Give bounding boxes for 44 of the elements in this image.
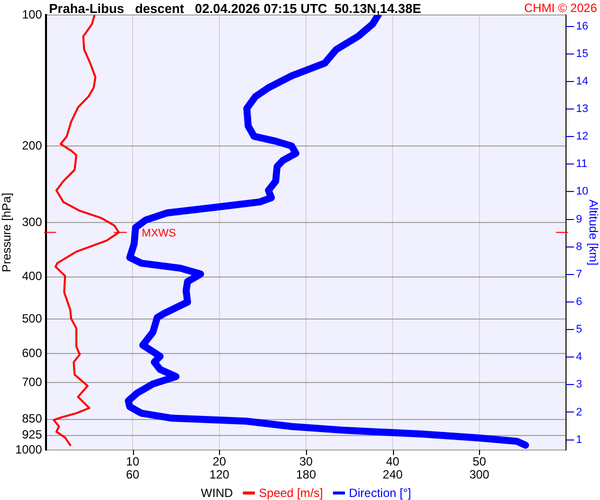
y2-tick-label: 16	[576, 20, 588, 32]
y2-tick-label: 2	[576, 406, 582, 418]
y2-tick-label: 14	[576, 75, 588, 88]
y2-tick-label: 9	[576, 213, 582, 226]
x2-tick-label: 300	[469, 467, 490, 482]
x-tick-label: 20	[212, 454, 226, 468]
y-axis-title: Pressure [hPa]	[0, 192, 14, 272]
y2-axis-title: Altitude [km]	[586, 199, 600, 266]
x2-tick-label: 120	[209, 467, 230, 482]
x-axis-title: WIND	[200, 486, 234, 500]
x2-tick-label: 180	[296, 467, 316, 482]
y-tick-label: 500	[22, 311, 42, 326]
y-tick-label: 600	[22, 346, 42, 360]
y2-tick-label: 3	[576, 378, 582, 391]
x2-tick-label: 60	[126, 467, 140, 482]
y2-tick-label: 1	[576, 434, 582, 446]
y-tick-label: 700	[22, 374, 42, 389]
y-tick-label: 400	[22, 269, 42, 284]
x-tick-label: 30	[299, 454, 313, 468]
x-tick-label: 40	[386, 454, 400, 468]
y2-tick-label: 11	[576, 158, 588, 170]
x2-tick-label: 240	[382, 467, 403, 482]
y2-tick-label: 4	[576, 351, 582, 364]
y2-tick-label: 10	[576, 186, 588, 198]
y2-tick-label: 15	[576, 48, 588, 60]
y-tick-label: 1000	[15, 442, 42, 456]
y-tick-label: 300	[22, 214, 42, 229]
chart-title: Praha-Libus descent 02.04.2026 07:15 UTC 50.13N,14.38E	[49, 1, 422, 16]
y-tick-label: 200	[22, 138, 42, 152]
x-tick-label: 50	[472, 454, 486, 468]
x-tick-label: 10	[126, 454, 140, 468]
legend-label: Direction [°]	[348, 486, 412, 500]
y-tick-label: 850	[22, 412, 42, 426]
y-tick-label: 100	[22, 7, 42, 22]
y2-tick-label: 5	[576, 324, 582, 336]
legend-label: Speed [m/s]	[258, 486, 323, 500]
y2-tick-label: 8	[576, 240, 582, 253]
ref-line-label: MXWS	[142, 227, 176, 240]
y-tick-label: 925	[22, 428, 42, 442]
y2-tick-label: 13	[576, 103, 588, 116]
y2-tick-label: 12	[576, 130, 588, 143]
y2-tick-label: 7	[576, 268, 582, 280]
annotation: CHMI © 2026	[524, 1, 598, 15]
y2-tick-label: 6	[576, 296, 582, 308]
